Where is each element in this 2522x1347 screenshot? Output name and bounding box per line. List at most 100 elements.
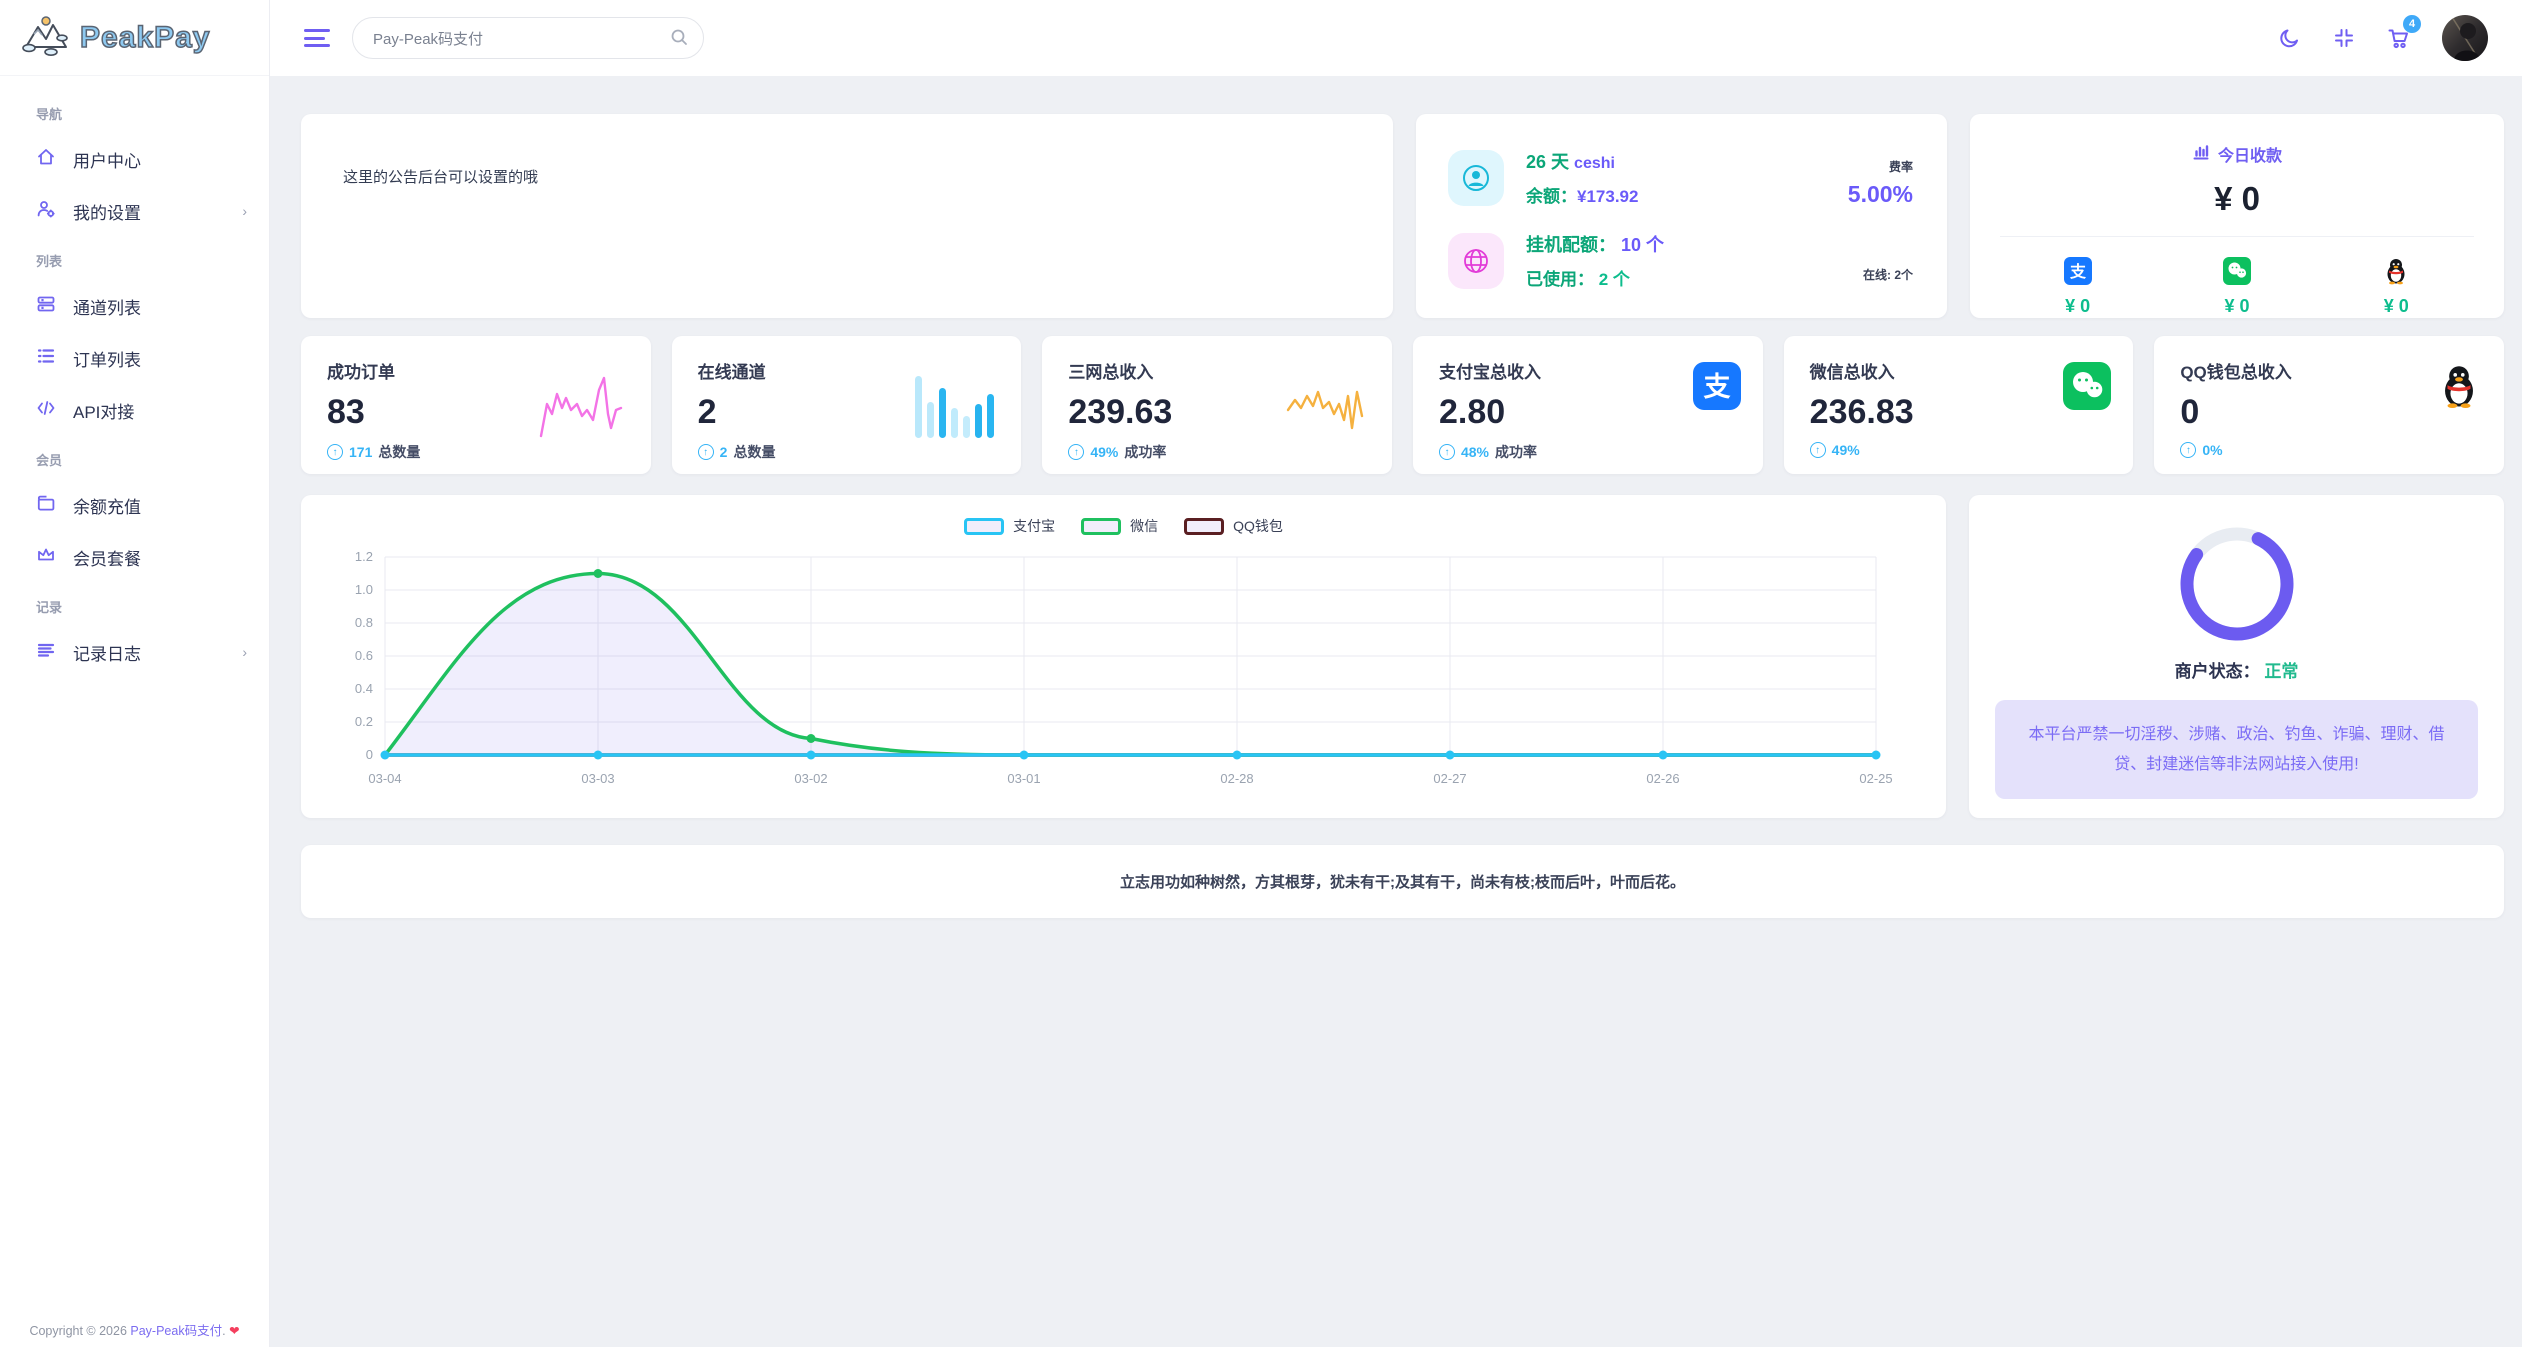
stat-title: QQ钱包总收入 <box>2180 363 2292 382</box>
today-qq: ¥ 0 <box>2317 257 2476 317</box>
online-count: 在线: 2个 <box>1862 268 1913 282</box>
sidebar-item-channel-list[interactable]: 通道列表 <box>0 280 269 332</box>
qq-penguin-icon <box>2382 257 2410 290</box>
stat-value: 0 <box>2180 393 2200 431</box>
used-value: 2 个 <box>1598 270 1630 289</box>
copyright-dot: . <box>222 1324 226 1338</box>
cart-badge: 4 <box>2403 15 2421 33</box>
legend-label: 支付宝 <box>1013 518 1056 534</box>
sidebar-item-membership[interactable]: 会员套餐 <box>0 531 269 583</box>
cart-icon[interactable]: 4 <box>2386 15 2421 51</box>
stat-sub-value: 171 <box>349 444 373 460</box>
today-income-title: 今日收款 <box>2217 148 2282 165</box>
nav-section-label: 会员 <box>36 453 63 468</box>
svg-text:1.0: 1.0 <box>355 582 373 597</box>
svg-text:02-25: 02-25 <box>1859 771 1892 786</box>
stat-title: 在线通道 <box>697 363 766 382</box>
crown-icon <box>36 545 56 570</box>
menu-toggle-icon[interactable] <box>304 29 330 47</box>
sidebar-item-my-settings[interactable]: 我的设置 › <box>0 185 269 237</box>
mountain-logo-icon <box>20 13 72 62</box>
wechat-icon <box>2063 362 2112 415</box>
merchant-status-label: 商户状态： <box>2174 662 2260 681</box>
stat-sub-value: 49% <box>1090 444 1119 460</box>
stat-sub-value: 2 <box>719 444 728 460</box>
top-header: 4 <box>270 0 2522 76</box>
stat-value: 83 <box>327 393 365 431</box>
sidebar-item-user-center[interactable]: 用户中心 <box>0 133 269 185</box>
search-bar <box>352 17 704 59</box>
quote-text: 立志用功如种树然，方其根芽，犹未有干;及其有干，尚未有枝;枝而后叶，叶而后花。 <box>1120 874 1685 891</box>
sidebar-nav: 导航 用户中心 我的设置 › 列表 通道列表 订单列表 API对 <box>0 76 269 678</box>
copyright-text: Copyright © 2026 <box>29 1324 131 1338</box>
account-summary-card: 26 天 ceshi 余额：¥173.92 挂机配额： 10 个 已使用： 2 … <box>1416 114 1947 318</box>
merchant-status-value: 正常 <box>2264 662 2299 681</box>
fullscreen-compress-icon[interactable] <box>2332 26 2356 50</box>
up-arrow-icon: ↑ <box>1438 444 1455 460</box>
brand-name: PeakPay <box>79 20 211 55</box>
bar-chart-icon <box>2192 143 2210 166</box>
quote-card: 立志用功如种树然，方其根芽，犹未有干;及其有干，尚未有枝;枝而后叶，叶而后花。 <box>301 845 2504 918</box>
nav-section-label: 列表 <box>36 254 63 269</box>
code-icon <box>36 398 56 423</box>
today-wechat: ¥ 0 <box>2157 257 2316 317</box>
up-arrow-icon: ↑ <box>1068 444 1085 460</box>
fee-rate-label: 费率 <box>1888 160 1913 174</box>
stat-title: 三网总收入 <box>1068 363 1154 382</box>
sidebar-item-label: 订单列表 <box>73 350 141 370</box>
wechat-icon <box>2222 257 2251 290</box>
search-icon[interactable] <box>669 27 689 52</box>
logs-icon <box>36 640 56 665</box>
sidebar-item-balance-recharge[interactable]: 余额充值 <box>0 479 269 531</box>
announcement-text: 这里的公告后台可以设置的哦 <box>343 169 539 186</box>
up-arrow-icon: ↑ <box>2180 442 2197 458</box>
legend-swatch-alipay <box>964 517 1005 535</box>
platform-warning: 本平台严禁一切淫秽、涉赌、政治、钓鱼、诈骗、理财、借贷、封建迷信等非法网站接入使… <box>1995 700 2478 800</box>
stat-value: 2.80 <box>1438 393 1506 431</box>
status-donut <box>1995 525 2478 643</box>
legend-item-wechat[interactable]: 微信 <box>1081 516 1158 536</box>
brand-logo[interactable]: PeakPay <box>0 0 269 76</box>
used-label: 已使用： <box>1526 270 1594 289</box>
nav-section-label: 导航 <box>36 107 63 122</box>
today-income-total: ¥ 0 <box>2214 180 2260 217</box>
stat-sub-value: 0% <box>2202 442 2223 458</box>
sidebar-item-logs[interactable]: 记录日志 › <box>0 626 269 678</box>
stat-title: 成功订单 <box>327 363 395 382</box>
svg-text:02-26: 02-26 <box>1646 771 1679 786</box>
stat-value: 239.63 <box>1068 393 1173 431</box>
svg-text:1.2: 1.2 <box>355 549 373 564</box>
sidebar-item-label: 余额充值 <box>73 497 141 517</box>
svg-text:02-28: 02-28 <box>1220 771 1253 786</box>
dark-mode-moon-icon[interactable] <box>2278 26 2302 50</box>
sidebar-item-label: 通道列表 <box>73 298 141 318</box>
sidebar-item-api[interactable]: API对接 <box>0 384 269 436</box>
legend-item-alipay[interactable]: 支付宝 <box>964 516 1055 536</box>
legend-item-qq[interactable]: QQ钱包 <box>1184 516 1283 536</box>
up-arrow-icon: ↑ <box>1809 442 1826 458</box>
svg-text:03-04: 03-04 <box>368 771 401 786</box>
chevron-right-icon: › <box>242 644 247 660</box>
sidebar-item-order-list[interactable]: 订单列表 <box>0 332 269 384</box>
stat-title: 微信总收入 <box>1809 363 1895 382</box>
channels-icon <box>36 294 56 319</box>
stat-card-alipay-revenue: 支付宝总收入 2.80 ↑ 48% 成功率 支 <box>1412 336 1763 474</box>
stat-value: 2 <box>697 393 717 431</box>
stat-sub-label: 总数量 <box>733 444 776 460</box>
balance-label: 余额： <box>1526 187 1577 206</box>
search-input[interactable] <box>352 17 704 59</box>
today-income-card: 今日收款 ¥ 0 支 ¥ 0 ¥ 0 ¥ 0 <box>1970 114 2504 318</box>
legend-swatch-qq <box>1184 517 1225 535</box>
stat-sub-label: 成功率 <box>1495 444 1538 460</box>
legend-swatch-wechat <box>1081 517 1122 535</box>
svg-text:0.6: 0.6 <box>355 648 373 663</box>
up-arrow-icon: ↑ <box>327 444 343 460</box>
stat-sub-label: 总数量 <box>378 444 421 460</box>
orange-sparkline <box>1284 382 1370 443</box>
stat-sub-value: 49% <box>1831 442 1860 458</box>
sidebar-item-label: 会员套餐 <box>73 549 141 569</box>
stat-card-success-orders: 成功订单 83 ↑ 171 总数量 <box>301 336 651 474</box>
user-avatar[interactable] <box>2442 15 2488 61</box>
copyright-link[interactable]: Pay-Peak码支付 <box>130 1324 223 1338</box>
announcement-card: 这里的公告后台可以设置的哦 <box>301 114 1393 318</box>
